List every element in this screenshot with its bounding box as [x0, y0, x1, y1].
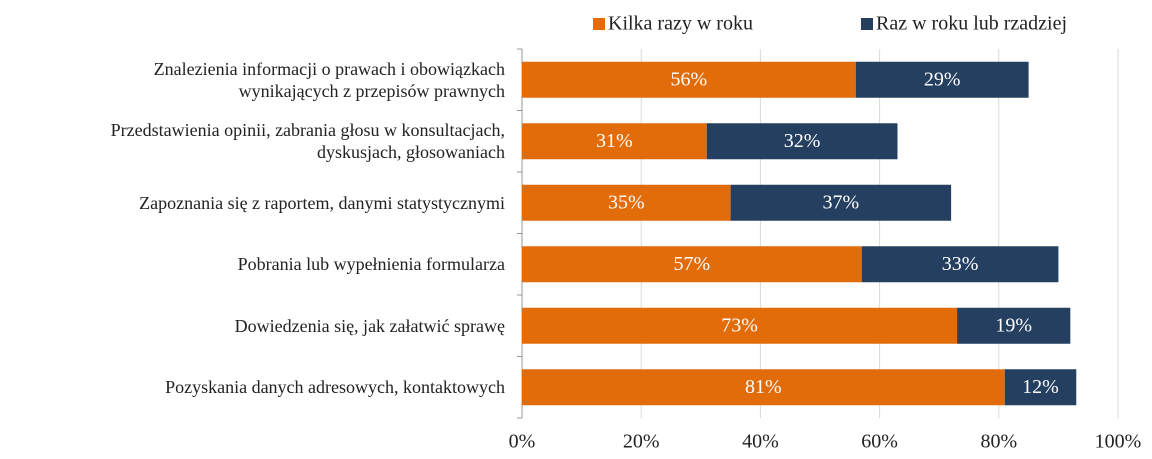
data-label: 32%: [784, 130, 821, 152]
legend-label: Kilka razy w roku: [608, 13, 753, 35]
y-tick-label: Dowiedzenia się, jak załatwić sprawę: [234, 315, 505, 336]
x-tick-label: 60%: [861, 431, 898, 453]
data-label: 19%: [995, 314, 1032, 336]
x-tick-label: 80%: [980, 431, 1017, 453]
y-tick-label: Pobrania lub wypełnienia formularza: [237, 254, 505, 275]
data-label: 29%: [924, 68, 961, 90]
bar-segment: [522, 123, 707, 160]
bar-segment: [706, 123, 898, 160]
data-label: 57%: [674, 253, 711, 275]
data-label: 73%: [721, 314, 758, 336]
data-label: 56%: [671, 68, 708, 90]
y-tick-label: Przedstawienia opinii, zabrania głosu w …: [110, 120, 505, 163]
x-tick-label: 20%: [623, 431, 660, 453]
legend-swatch: [593, 18, 605, 30]
y-tick-label: Znalezienia informacji o prawach i obowi…: [153, 58, 505, 101]
bar-segment: [522, 184, 731, 221]
bar-segment: [730, 184, 952, 221]
bar-segment: [522, 369, 1005, 406]
bar-segment: [957, 307, 1071, 344]
y-tick-label: Pozyskania danych adresowych, kontaktowy…: [165, 377, 505, 398]
bar-segment: [522, 61, 856, 98]
legend-label: Raz w roku lub rzadziej: [876, 13, 1067, 35]
x-tick-label: 0%: [509, 431, 536, 453]
data-label: 33%: [942, 253, 979, 275]
bar-segment: [855, 61, 1029, 98]
data-label: 35%: [608, 191, 645, 213]
data-label: 81%: [745, 376, 782, 398]
data-label: 31%: [596, 130, 633, 152]
x-tick-label: 100%: [1095, 431, 1142, 453]
data-label: 12%: [1022, 376, 1059, 398]
legend-swatch: [861, 18, 873, 30]
y-tick-label: Zapoznania się z raportem, danymi statys…: [139, 192, 505, 213]
x-tick-label: 40%: [742, 431, 779, 453]
bar-segment: [1004, 369, 1077, 406]
bar-segment: [861, 246, 1059, 283]
data-label: 37%: [823, 191, 860, 213]
bar-segment: [522, 307, 958, 344]
bar-segment: [522, 246, 862, 283]
